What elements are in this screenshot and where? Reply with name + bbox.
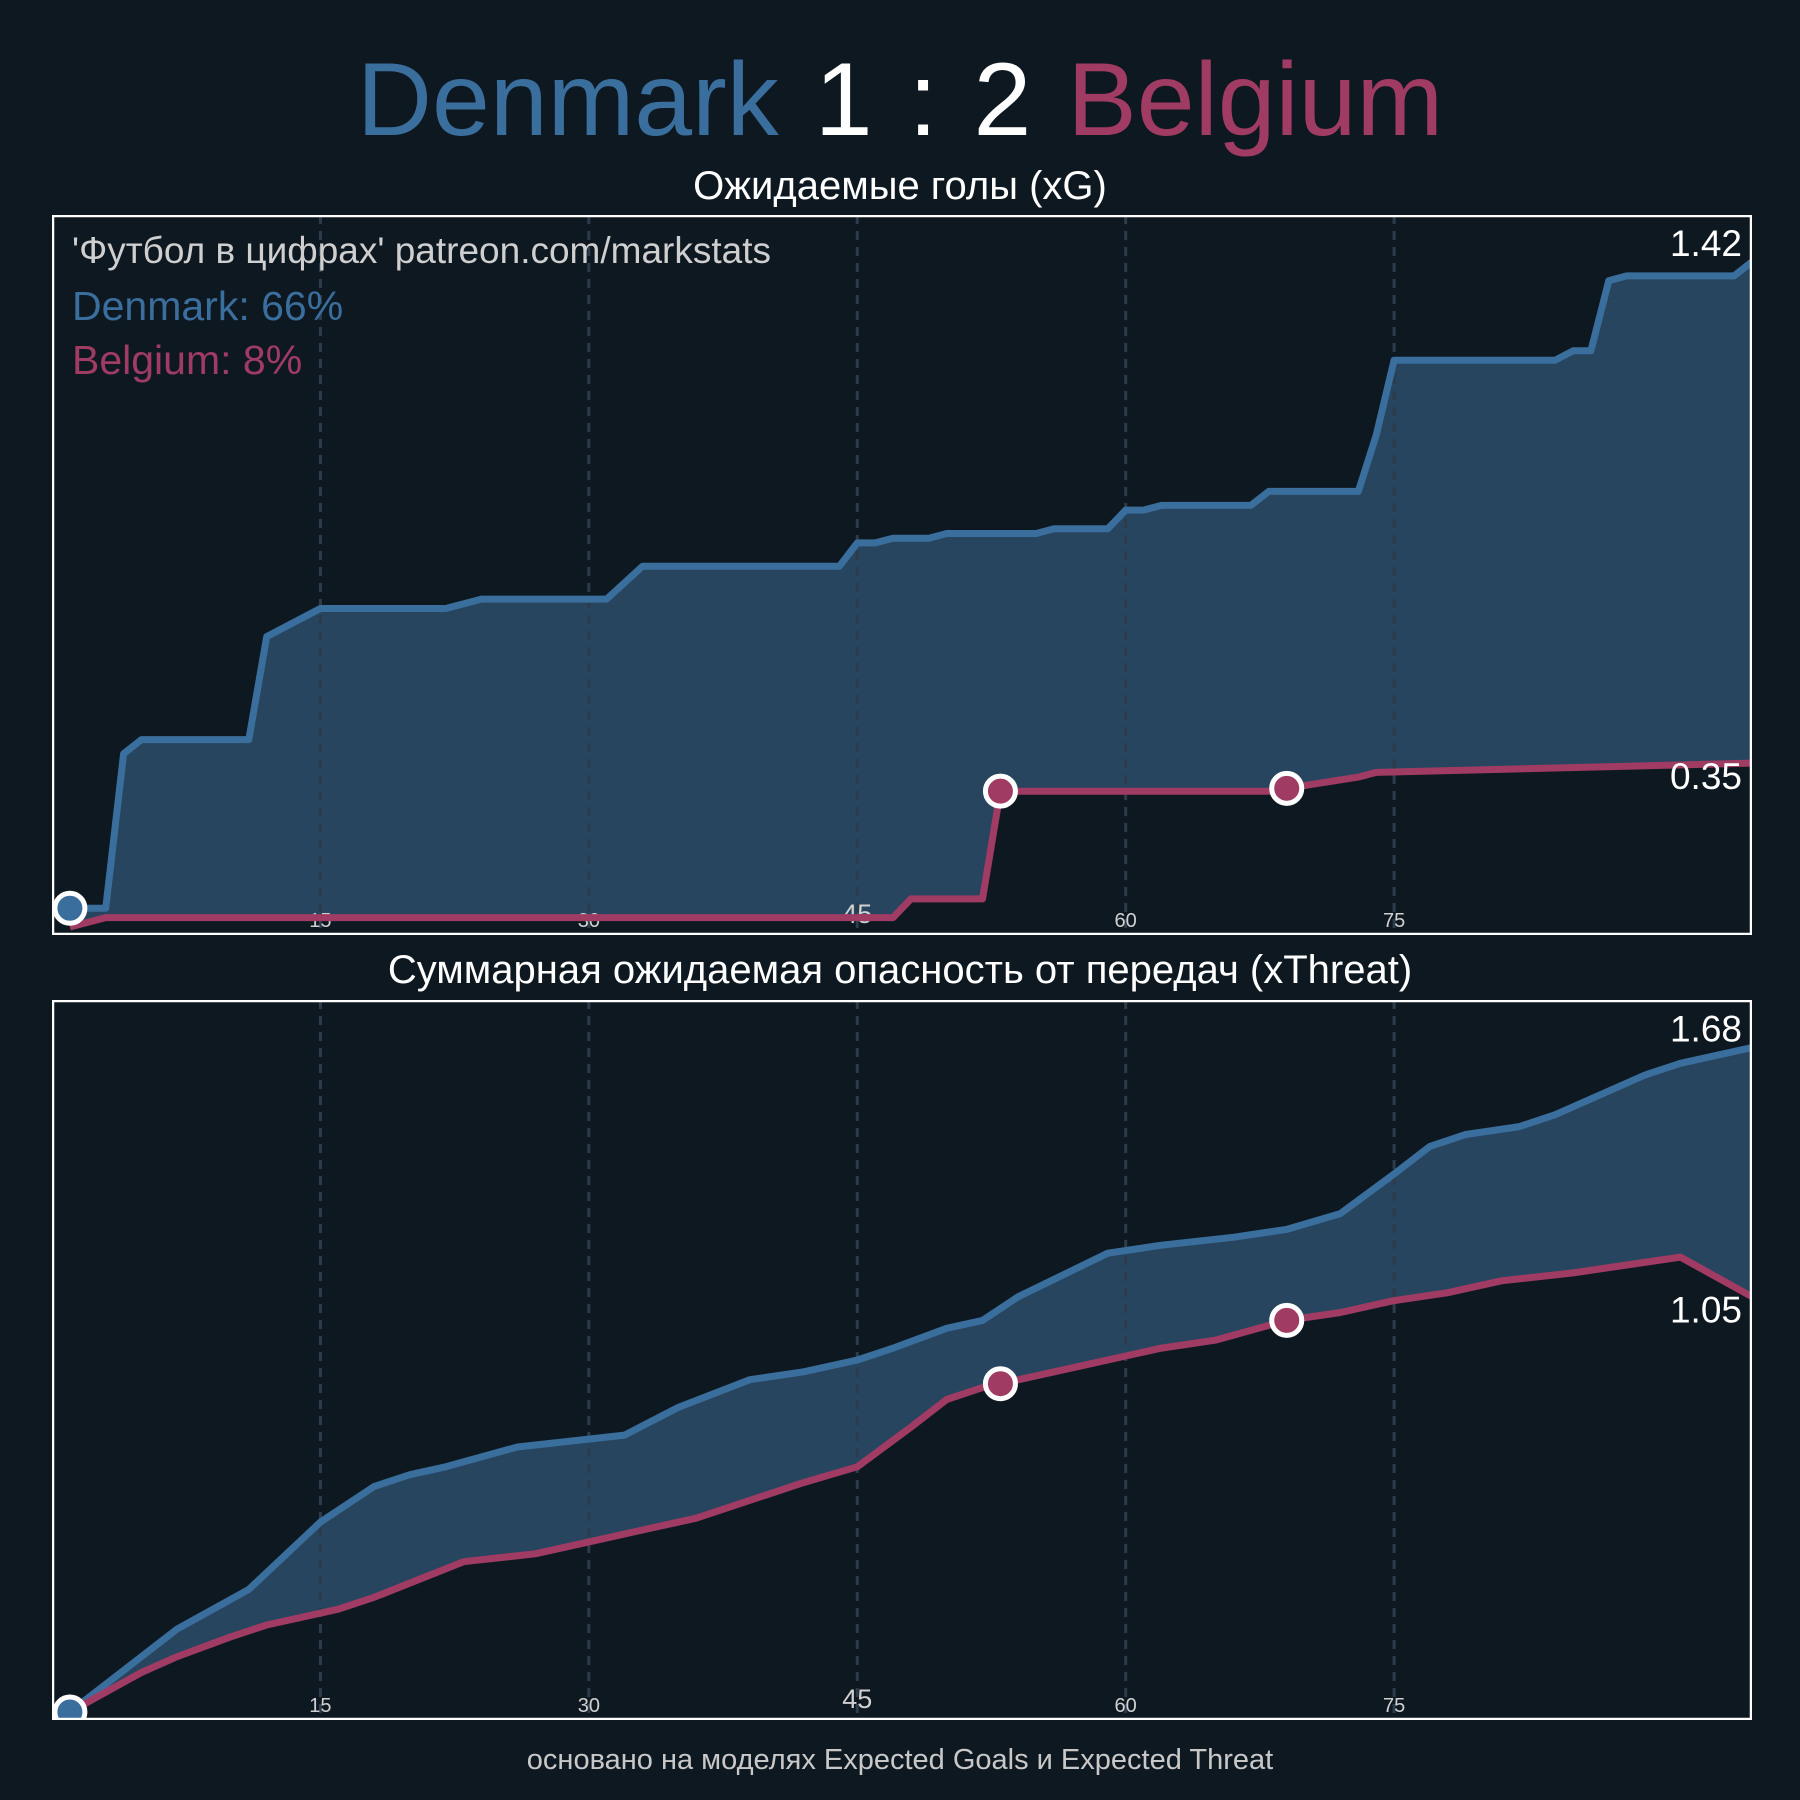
xg-advantage-area xyxy=(69,261,1752,927)
score-separator: : xyxy=(908,42,938,158)
xt-end-label-belgium: 1.05 xyxy=(1670,1290,1742,1331)
xg-legend-belgium: Belgium: 8% xyxy=(72,337,302,383)
xt-tick-75: 75 xyxy=(1383,1695,1405,1717)
xg-tick-45: 45 xyxy=(842,899,872,929)
xg-goal-marker-denmark-0 xyxy=(52,890,88,926)
xt-tick-15: 15 xyxy=(309,1695,331,1717)
xt-tick-45: 45 xyxy=(842,1684,872,1714)
xt-end-label-denmark: 1.68 xyxy=(1670,1008,1742,1049)
xg-credit: 'Футбол в цифрах' patreon.com/markstats xyxy=(72,230,771,271)
xg-end-label-belgium: 0.35 xyxy=(1670,756,1742,797)
team2-name: Belgium xyxy=(1067,42,1444,158)
xt-goal-marker-belgium-2 xyxy=(1269,1302,1305,1338)
xt-tick-30: 30 xyxy=(578,1695,600,1717)
xg-line-denmark xyxy=(69,259,1752,912)
xt-advantage-area xyxy=(69,1047,1752,1712)
xg-end-label-denmark: 1.42 xyxy=(1670,223,1742,264)
xg-frame xyxy=(52,215,1752,935)
xg-chart: 15 30 45 60 751.420.35'Футбол в цифрах' patr… xyxy=(52,215,1752,935)
xg-line-belgium xyxy=(69,759,1752,931)
xthreat-chart-title: Суммарная ожидаемая опасность от передач… xyxy=(387,948,1413,992)
score2: 2 xyxy=(973,42,1032,158)
match-header: Denmark 1:2 Belgium xyxy=(0,30,1800,170)
xt-goal-marker-belgium-1 xyxy=(982,1366,1018,1402)
xt-line-denmark xyxy=(67,1044,1752,1715)
xg-goal-marker-belgium-2 xyxy=(1269,770,1305,806)
xg-tick-75: 75 xyxy=(1383,910,1405,932)
xt-tick-60: 60 xyxy=(1115,1695,1137,1717)
xg-chart-title: Ожидаемые голы (xG) xyxy=(693,164,1107,208)
xt-goal-marker-denmark-0 xyxy=(52,1694,88,1720)
team1-name: Denmark xyxy=(356,42,779,158)
xg-legend-denmark: Denmark: 66% xyxy=(72,283,343,329)
xg-goal-marker-belgium-1 xyxy=(982,773,1018,809)
score1: 1 xyxy=(814,42,873,158)
xg-tick-60: 60 xyxy=(1115,910,1137,932)
xt-frame xyxy=(52,1000,1752,1720)
xt-line-belgium xyxy=(68,1253,1752,1716)
footer-note: основано на моделях Expected Goals и Exp… xyxy=(526,1744,1274,1776)
xthreat-chart: 15 30 45 60 75 1.68 1.05 xyxy=(52,1000,1752,1720)
